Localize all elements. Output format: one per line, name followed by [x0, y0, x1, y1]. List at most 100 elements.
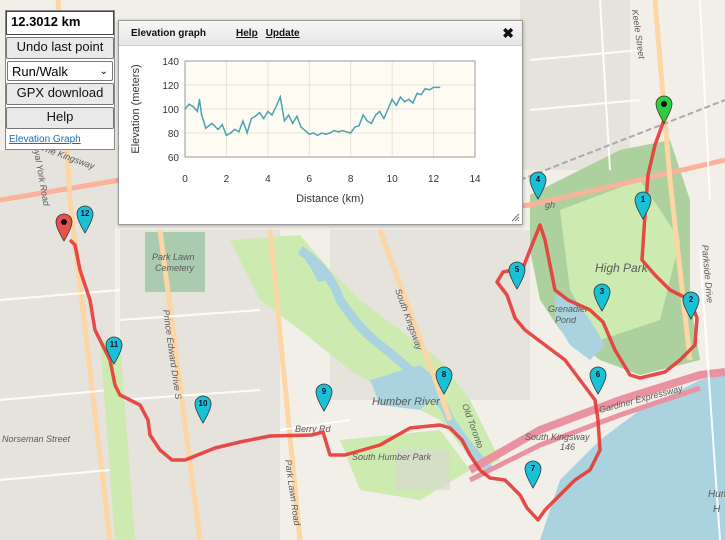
chart-data-point — [412, 102, 414, 104]
chart-data-point — [221, 124, 223, 126]
chart-data-point — [391, 98, 393, 100]
chart-x-tick-label: 6 — [307, 174, 313, 185]
elevation-graph-link[interactable]: Elevation Graph — [9, 134, 81, 145]
chart-data-point — [383, 118, 385, 120]
elevation-window-header[interactable]: Elevation graph Help Update ✖ — [119, 21, 522, 46]
marker-number: 1 — [640, 195, 646, 204]
waypoint-marker-5[interactable]: 5 — [507, 260, 527, 290]
elevation-update-link[interactable]: Update — [265, 27, 300, 39]
route-line — [68, 119, 699, 522]
waypoint-marker-1[interactable]: 1 — [633, 190, 653, 220]
chart-data-point — [246, 132, 248, 134]
elevation-help-link[interactable]: Help — [236, 27, 258, 39]
chart-data-point — [263, 118, 265, 120]
chart-data-point — [345, 131, 348, 133]
waypoint-marker-12[interactable]: 12 — [75, 204, 95, 234]
chart-data-point — [184, 108, 186, 110]
chart-x-tick-label: 8 — [348, 174, 354, 185]
chart-data-point — [370, 122, 373, 124]
chart-y-tick-label: 60 — [168, 153, 180, 164]
map-pin-icon — [524, 460, 542, 489]
waypoint-marker-6[interactable]: 6 — [588, 365, 608, 395]
waypoint-marker-3[interactable]: 3 — [592, 282, 612, 312]
end-marker[interactable] — [54, 212, 74, 242]
marker-dot — [61, 219, 67, 225]
waypoint-marker-11[interactable]: 11 — [104, 335, 124, 365]
chart-data-point — [200, 114, 203, 116]
chart-data-point — [238, 131, 240, 133]
chart-data-point — [387, 108, 389, 110]
map-pin-icon — [589, 366, 607, 395]
help-button[interactable]: Help — [6, 107, 114, 129]
distance-display: 12.3012 km — [6, 11, 114, 35]
chart-data-point — [196, 110, 199, 112]
marker-number: 10 — [198, 399, 208, 408]
waypoint-marker-4[interactable]: 4 — [528, 170, 548, 200]
chart-y-tick-label: 100 — [162, 105, 179, 116]
elevation-chart: 60 80 100 120 140 0 2 4 6 8 10 12 14 Distance (km) Ele… — [130, 57, 481, 205]
chart-data-point — [337, 131, 339, 133]
marker-number: 9 — [321, 387, 327, 396]
resize-handle-icon[interactable] — [510, 212, 520, 222]
control-panel: 12.3012 km Undo last point Run/Walk ⌄ GP… — [5, 10, 115, 150]
chart-data-point — [229, 132, 232, 134]
chart-x-tick-label: 2 — [224, 174, 230, 185]
chart-data-point — [300, 126, 302, 128]
humber-river — [297, 246, 494, 474]
chart-data-point — [271, 114, 273, 116]
waypoint-marker-8[interactable]: 8 — [434, 365, 454, 395]
mode-select-value: Run/Walk — [12, 63, 68, 79]
chart-data-point — [283, 120, 286, 122]
start-marker[interactable] — [654, 94, 674, 124]
chart-data-point — [333, 130, 335, 132]
chart-x-tick-label: 14 — [469, 174, 481, 185]
chart-data-point — [379, 110, 381, 112]
chevron-down-icon: ⌄ — [99, 65, 108, 77]
chart-data-point — [267, 110, 269, 112]
chart-data-point — [203, 120, 205, 122]
chart-data-point — [329, 132, 331, 134]
waypoint-marker-7[interactable]: 7 — [523, 459, 543, 489]
marker-number: 12 — [80, 209, 90, 218]
map-label-grenadier-pond-2: Pond — [555, 315, 577, 325]
map-pin-icon — [634, 191, 652, 220]
chart-data-point — [211, 122, 213, 124]
map-label-lake-h: H — [713, 504, 721, 515]
chart-data-point — [403, 101, 406, 103]
waypoint-marker-2[interactable]: 2 — [681, 290, 701, 320]
chart-data-point — [198, 98, 201, 100]
lake-ontario — [540, 375, 725, 540]
chart-data-point — [304, 130, 306, 132]
chart-data-point — [321, 132, 323, 134]
chart-y-tick-label: 80 — [168, 129, 180, 140]
chart-data-point — [399, 96, 402, 98]
chart-data-point — [374, 114, 377, 116]
chart-data-point — [395, 104, 397, 106]
map-pin-icon — [76, 205, 94, 234]
waypoint-marker-10[interactable]: 10 — [193, 394, 213, 424]
map-label-high-park: High Park — [595, 261, 649, 275]
marker-number: 11 — [109, 340, 119, 349]
marker-number: 6 — [595, 370, 601, 379]
map-pin-icon — [105, 336, 123, 365]
chart-data-point — [258, 112, 261, 114]
chart-y-axis-label: Elevation (meters) — [130, 64, 142, 153]
undo-button[interactable]: Undo last point — [6, 37, 114, 59]
mode-select[interactable]: Run/Walk ⌄ — [7, 61, 113, 81]
gpx-download-button[interactable]: GPX download — [6, 83, 114, 105]
chart-x-tick-label: 12 — [428, 174, 440, 185]
chart-data-point — [287, 114, 290, 116]
chart-data-point — [362, 114, 364, 116]
chart-data-point — [432, 86, 435, 88]
close-icon[interactable]: ✖ — [502, 25, 514, 41]
chart-data-point — [420, 94, 422, 96]
map-label-south-humber-park: South Humber Park — [352, 452, 432, 462]
chart-data-point — [341, 130, 344, 132]
map-label-berry-rd: Berry Rd — [295, 424, 332, 434]
map-label-south-kingsway-bottom: South Kingsway — [525, 432, 590, 442]
waypoint-marker-9[interactable]: 9 — [314, 382, 334, 412]
chart-data-point — [217, 128, 219, 130]
chart-data-point — [428, 89, 431, 91]
chart-y-tick-label: 120 — [162, 81, 179, 92]
chart-data-point — [308, 133, 310, 135]
